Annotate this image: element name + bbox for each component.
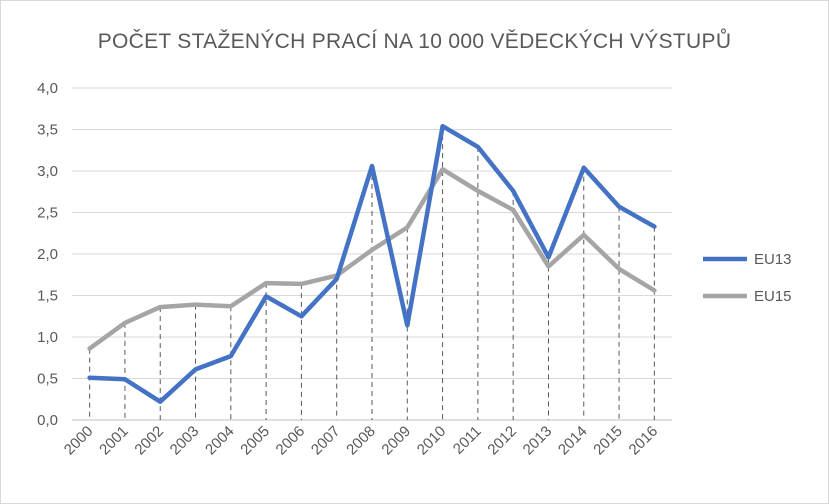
y-tick-label: 4,0 [37,80,58,97]
y-tick-label: 3,5 [37,122,58,139]
y-tick-label: 2,0 [37,246,58,263]
x-tick-label: 2007 [308,423,344,459]
y-tick-label: 1,0 [37,329,58,346]
x-tick-label: 2004 [202,423,238,459]
x-tick-label: 2010 [414,423,450,459]
x-tick-label: 2014 [555,423,591,459]
x-tick-label: 2005 [237,423,273,459]
x-tick-label: 2015 [590,423,626,459]
chart-title: POČET STAŽENÝCH PRACÍ NA 10 000 VĚDECKÝC… [97,30,732,53]
x-tick-label: 2008 [343,423,379,459]
x-tick-label: 2011 [450,423,485,458]
y-tick-label: 1,5 [37,288,58,305]
legend-label-eu13: EU13 [754,251,792,268]
x-tick-label: 2000 [61,423,97,459]
series-line-eu13 [87,123,657,404]
x-tick-label: 2012 [484,423,520,459]
series-line-eu15 [87,167,657,351]
y-tick-label: 0,5 [37,371,58,388]
y-tick-label: 3,0 [37,163,58,180]
x-tick-label: 2009 [379,423,415,459]
x-tick-label: 2016 [626,423,662,459]
legend-label-eu15: EU15 [754,288,792,305]
x-tick-label: 2002 [131,423,167,459]
y-tick-label: 2,5 [37,205,58,222]
x-tick-label: 2001 [96,423,132,459]
x-tick-label: 2006 [273,423,309,459]
x-tick-label: 2003 [167,423,203,459]
y-tick-label: 0,0 [37,412,58,429]
x-tick-label: 2013 [520,423,556,459]
